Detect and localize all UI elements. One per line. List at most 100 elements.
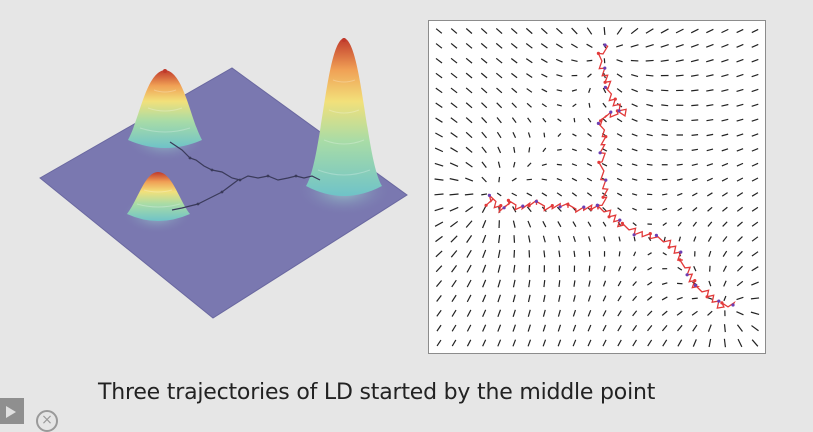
field-arrow <box>587 134 591 137</box>
field-arrow <box>632 149 637 151</box>
trajectory-marker <box>678 258 681 261</box>
trajectory-marker <box>599 151 602 154</box>
field-arrow <box>436 266 442 272</box>
field-arrow <box>513 280 515 287</box>
field-arrow <box>528 132 530 137</box>
field-arrow <box>451 103 457 108</box>
video-player-controls: × <box>0 398 72 424</box>
field-arrow <box>543 118 546 122</box>
trajectory-marker <box>597 161 600 164</box>
field-arrow <box>451 43 457 48</box>
field-arrow <box>632 104 638 107</box>
field-arrow <box>646 60 654 61</box>
field-arrow <box>647 149 653 150</box>
field-arrow <box>736 312 743 315</box>
field-arrow <box>632 119 638 121</box>
field-arrow <box>677 297 683 299</box>
field-arrow <box>558 310 560 317</box>
field-arrow <box>721 60 728 62</box>
field-arrow <box>694 236 696 241</box>
trajectory-marker <box>559 205 562 208</box>
field-arrow <box>706 60 713 62</box>
field-arrow <box>617 193 622 195</box>
field-arrow <box>574 118 575 122</box>
field-arrow <box>466 147 472 152</box>
field-arrow <box>737 89 744 91</box>
field-arrow <box>465 207 472 212</box>
field-arrow <box>497 132 501 138</box>
trajectory-marker <box>597 52 600 55</box>
field-arrow <box>467 310 471 317</box>
field-arrow <box>526 28 532 33</box>
field-arrow <box>467 265 471 272</box>
field-arrow <box>752 207 758 211</box>
field-arrow <box>617 74 622 77</box>
field-arrow <box>572 28 578 34</box>
field-arrow <box>691 75 698 76</box>
trajectory-marker <box>618 219 621 222</box>
field-arrow <box>556 59 562 62</box>
field-arrow <box>737 29 744 32</box>
field-arrow <box>496 28 502 33</box>
field-arrow <box>709 281 711 286</box>
field-arrow <box>436 251 442 257</box>
field-arrow <box>467 295 471 302</box>
field-arrow <box>481 194 487 195</box>
field-arrow <box>618 281 621 286</box>
field-arrow <box>499 177 500 182</box>
trajectory-marker <box>507 199 510 202</box>
field-arrow <box>436 118 443 122</box>
field-arrow <box>692 135 699 136</box>
field-arrow <box>619 237 620 242</box>
field-arrow <box>556 28 562 33</box>
field-arrow <box>436 280 441 286</box>
field-arrow <box>724 296 726 301</box>
field-arrow <box>661 120 668 121</box>
field-arrow <box>722 149 728 151</box>
field-arrow <box>558 340 560 346</box>
field-arrow <box>466 103 472 108</box>
field-arrow <box>466 132 472 137</box>
peak-top-marker <box>342 38 346 42</box>
field-arrow <box>528 340 530 347</box>
field-arrow <box>722 178 728 181</box>
field-arrow <box>616 45 623 47</box>
field-arrow <box>678 267 682 270</box>
field-arrow <box>706 75 713 77</box>
field-arrow <box>571 44 577 48</box>
field-arrow <box>511 73 517 77</box>
field-arrow <box>466 58 472 63</box>
field-arrow <box>752 267 759 271</box>
field-arrow <box>587 60 593 61</box>
field-arrow <box>542 179 547 180</box>
field-arrow <box>707 149 713 151</box>
field-arrow <box>677 193 682 195</box>
play-icon[interactable] <box>0 398 24 424</box>
close-circle-icon[interactable]: × <box>36 410 58 432</box>
field-arrow <box>436 88 442 93</box>
field-arrow <box>634 252 636 256</box>
field-arrow <box>618 311 621 316</box>
field-arrow <box>723 236 727 241</box>
field-arrow <box>737 237 742 242</box>
field-arrow <box>604 27 605 35</box>
field-arrow <box>647 179 652 180</box>
trajectory-marker <box>621 222 624 225</box>
field-arrow <box>559 295 560 302</box>
field-arrow <box>558 221 561 226</box>
field-arrow <box>603 310 606 316</box>
field-arrow <box>661 90 668 91</box>
field-arrow <box>542 164 547 165</box>
field-arrow <box>574 251 575 257</box>
field-arrow <box>544 295 545 302</box>
field-arrow <box>437 310 441 316</box>
field-arrow <box>737 297 744 299</box>
field-arrow <box>677 325 682 331</box>
field-arrow <box>737 207 742 211</box>
field-arrow <box>483 250 486 258</box>
field-arrow <box>467 235 472 242</box>
field-arrow <box>527 193 532 196</box>
ld-trajectory <box>597 205 734 308</box>
trajectory-marker <box>686 273 689 276</box>
field-arrow <box>574 295 576 301</box>
